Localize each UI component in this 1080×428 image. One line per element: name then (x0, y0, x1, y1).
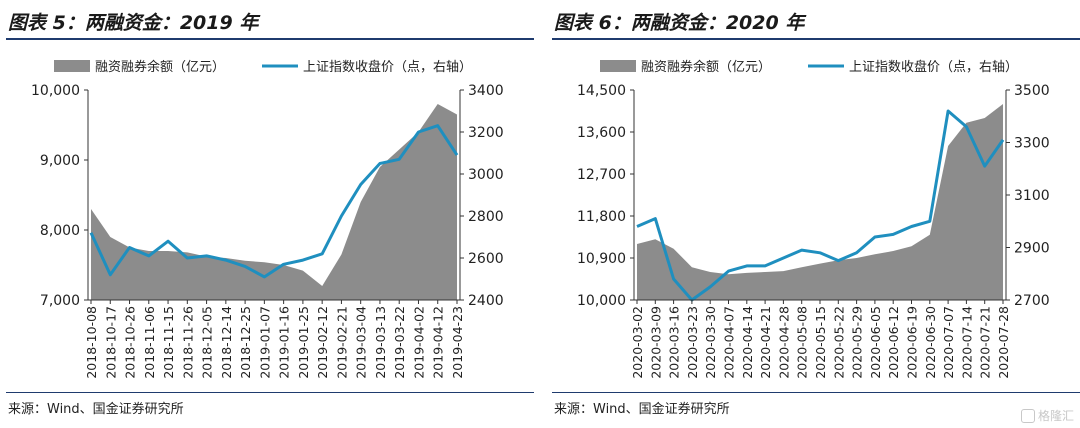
x-tick-label: 2020-07-28 (996, 306, 1011, 379)
x-tick-label: 2019-01-16 (277, 306, 292, 379)
x-tick-label: 2019-04-12 (431, 306, 446, 379)
title-rule (6, 38, 534, 40)
y-tick-label-left: 8,000 (40, 223, 80, 239)
y-tick-label-right: 3100 (1014, 188, 1050, 204)
y-tick-label-right: 2900 (1014, 241, 1050, 257)
watermark-text: 格隆汇 (1037, 409, 1074, 423)
x-tick-label: 2020-04-14 (740, 306, 755, 379)
y-tick-label-left: 10,900 (577, 251, 626, 267)
x-tick-label: 2020-06-30 (923, 306, 938, 379)
x-tick-label: 2020-03-30 (703, 306, 718, 379)
legend-label-area: 融资融券余额（亿元） (641, 59, 771, 75)
x-tick-label: 2019-03-13 (373, 306, 388, 379)
x-tick-label: 2020-06-05 (868, 306, 883, 379)
x-tick-label: 2018-10-26 (123, 306, 138, 379)
y-tick-label-right: 3300 (1014, 136, 1050, 152)
x-tick-label: 2020-06-19 (905, 306, 920, 379)
x-tick-label: 2020-07-21 (978, 306, 993, 379)
series-area-margin-balance (91, 104, 457, 300)
x-tick-label: 2020-03-16 (667, 306, 682, 379)
x-tick-label: 2020-03-02 (630, 306, 645, 379)
x-tick-label: 2020-05-22 (831, 306, 846, 379)
x-tick-label: 2019-04-23 (450, 306, 465, 379)
y-tick-label-right: 3400 (468, 83, 504, 99)
y-tick-label-left: 11,800 (577, 209, 626, 225)
legend: 融资融券余额（亿元） 上证指数收盘价（点，右轴） (600, 59, 1018, 75)
legend-label-line: 上证指数收盘价（点，右轴） (303, 59, 472, 75)
x-tick-label: 2020-07-14 (959, 306, 974, 379)
chart-panel-2019: 图表 5：两融资金：2019 年 融资融券余额（亿元） 上证指数收盘价（点，右轴）… (6, 0, 534, 428)
x-tick-label: 2020-05-29 (850, 306, 865, 379)
source-note: 来源：Wind、国金证券研究所 (8, 402, 184, 417)
x-tick-label: 2019-01-07 (257, 306, 272, 379)
x-tick-label: 2018-10-08 (84, 306, 99, 379)
chart-title: 图表 5：两融资金：2019 年 (8, 12, 259, 34)
y-tick-label-right: 2700 (1014, 293, 1050, 309)
x-tick-label: 2018-12-05 (200, 306, 215, 379)
chart-title: 图表 6：两融资金：2020 年 (554, 12, 805, 34)
y-tick-label-left: 7,000 (40, 293, 80, 309)
y-tick-label-right: 3500 (1014, 83, 1050, 99)
source-rule (6, 392, 534, 393)
legend-swatch-area (600, 60, 636, 72)
y-tick-label-left: 13,600 (577, 125, 626, 141)
x-tick-label: 2019-02-12 (315, 306, 330, 379)
x-tick-label: 2018-11-06 (142, 306, 157, 379)
x-tick-label: 2020-06-12 (886, 306, 901, 379)
x-tick-label: 2020-05-15 (813, 306, 828, 379)
x-tick-label: 2018-11-15 (161, 306, 176, 379)
y-tick-label-right: 2600 (468, 251, 504, 267)
series-line-index-close (636, 109, 1005, 302)
watermark-logo-icon (1020, 408, 1035, 423)
source-note: 来源：Wind、国金证券研究所 (554, 402, 730, 417)
legend-swatch-area (54, 60, 90, 72)
y-tick-label-left: 14,500 (577, 83, 626, 99)
title-rule (552, 38, 1080, 40)
legend-label-area: 融资融券余额（亿元） (95, 59, 225, 75)
y-tick-label-right: 2800 (468, 209, 504, 225)
x-tick-label: 2020-07-07 (941, 306, 956, 379)
chart-2019: 融资融券余额（亿元） 上证指数收盘价（点，右轴） 7,000 8,000 9,000 10… (31, 59, 504, 379)
x-tick-label: 2020-04-28 (776, 306, 791, 379)
x-tick-label: 2020-04-21 (758, 306, 773, 379)
watermark: 格隆汇 (1020, 407, 1074, 424)
y-tick-label-left: 10,000 (31, 83, 80, 99)
y-tick-label-left: 12,700 (577, 167, 626, 183)
x-tick-label: 2018-12-25 (238, 306, 253, 379)
x-tick-label: 2020-04-07 (722, 306, 737, 379)
legend-label-line: 上证指数收盘价（点，右轴） (849, 59, 1018, 75)
y-tick-label-right: 2400 (468, 293, 504, 309)
y-tick-label-right: 3200 (468, 125, 504, 141)
series-line-index-close (89, 124, 459, 279)
x-tick-label: 2020-03-23 (685, 306, 700, 379)
x-tick-label: 2019-04-02 (411, 306, 426, 379)
x-tick-label: 2019-03-04 (354, 306, 369, 379)
chart-panel-2020: 图表 6：两融资金：2020 年 融资融券余额（亿元） 上证指数收盘价（点，右轴）… (552, 0, 1080, 428)
x-tick-label: 2020-03-09 (648, 306, 663, 379)
x-tick-label: 2019-03-22 (392, 306, 407, 379)
x-tick-label: 2018-10-17 (103, 306, 118, 379)
x-tick-label: 2018-11-26 (180, 306, 195, 379)
chart-2020: 融资融券余额（亿元） 上证指数收盘价（点，右轴） 10,000 10,900 11,80… (577, 59, 1050, 379)
x-tick-label: 2020-05-08 (795, 306, 810, 379)
x-tick-label: 2019-02-21 (334, 306, 349, 379)
y-tick-label-left: 9,000 (40, 153, 80, 169)
source-rule (552, 392, 1080, 393)
legend: 融资融券余额（亿元） 上证指数收盘价（点，右轴） (54, 59, 472, 75)
y-tick-label-left: 10,000 (577, 293, 626, 309)
x-tick-label: 2019-01-25 (296, 306, 311, 379)
x-tick-label: 2018-12-14 (219, 306, 234, 379)
series-area-margin-balance (637, 104, 1003, 300)
y-tick-label-right: 3000 (468, 167, 504, 183)
